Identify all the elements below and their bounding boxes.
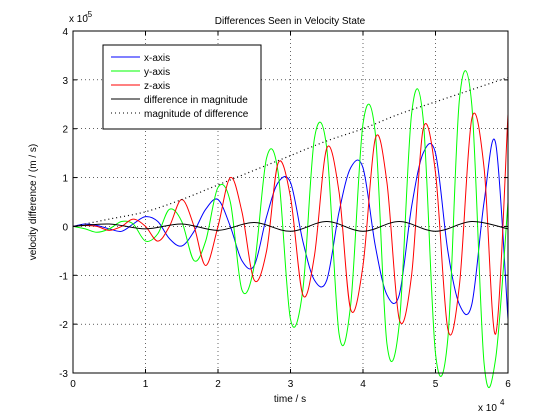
x-tick-label: 3: [288, 379, 294, 390]
x-tick-label: 1: [143, 379, 149, 390]
y-tick-label: 1: [62, 174, 68, 185]
series-line-2: [72, 70, 509, 389]
legend: x-axis y-axis z-axis difference in magnitud…: [102, 44, 262, 130]
series-line-1: [72, 138, 509, 320]
y-tick-label: 4: [62, 27, 68, 38]
legend-label-3: z-axis: [144, 81, 170, 92]
x-tick-label: 5: [433, 379, 439, 390]
y-exponent-base: x 10: [69, 14, 88, 25]
x-tick-label: 4: [360, 379, 366, 390]
legend-label-2: y-axis: [144, 67, 170, 78]
legend-label-1: x-axis: [144, 53, 170, 64]
legend-label-4: difference in magnitude: [144, 95, 248, 106]
y-tick-label: 3: [62, 76, 68, 87]
x-exponent-power: 4: [500, 398, 505, 407]
y-tick-label: 2: [62, 125, 68, 136]
y-tick-label: -2: [59, 320, 68, 331]
series-line-4: [72, 221, 509, 232]
x-tick-label: 0: [70, 379, 76, 390]
legend-box: [102, 44, 262, 130]
x-exponent: x 10 4: [478, 398, 505, 414]
x-exponent-base: x 10: [478, 403, 497, 414]
y-tick-label: -1: [59, 271, 68, 282]
legend-label-5: magnitude of difference: [144, 109, 249, 120]
ticks: 0 1 2 3 4 5 6 -3 -2 -1 0 1 2 3 4: [59, 27, 511, 390]
series-lines: [72, 70, 509, 389]
y-axis-label: velocity difference / (m / s): [28, 144, 39, 261]
y-exponent-power: -5: [85, 10, 93, 19]
y-exponent: x 10 -5: [69, 10, 93, 25]
series-line-5: [72, 76, 509, 228]
x-tick-label: 2: [215, 379, 221, 390]
x-axis-label: time / s: [274, 394, 306, 405]
y-tick-label: -3: [59, 369, 68, 380]
y-tick-label: 0: [62, 222, 68, 233]
series-line-3: [72, 112, 509, 336]
x-tick-label: 6: [505, 379, 511, 390]
chart-title: Differences Seen in Velocity State: [215, 16, 366, 27]
